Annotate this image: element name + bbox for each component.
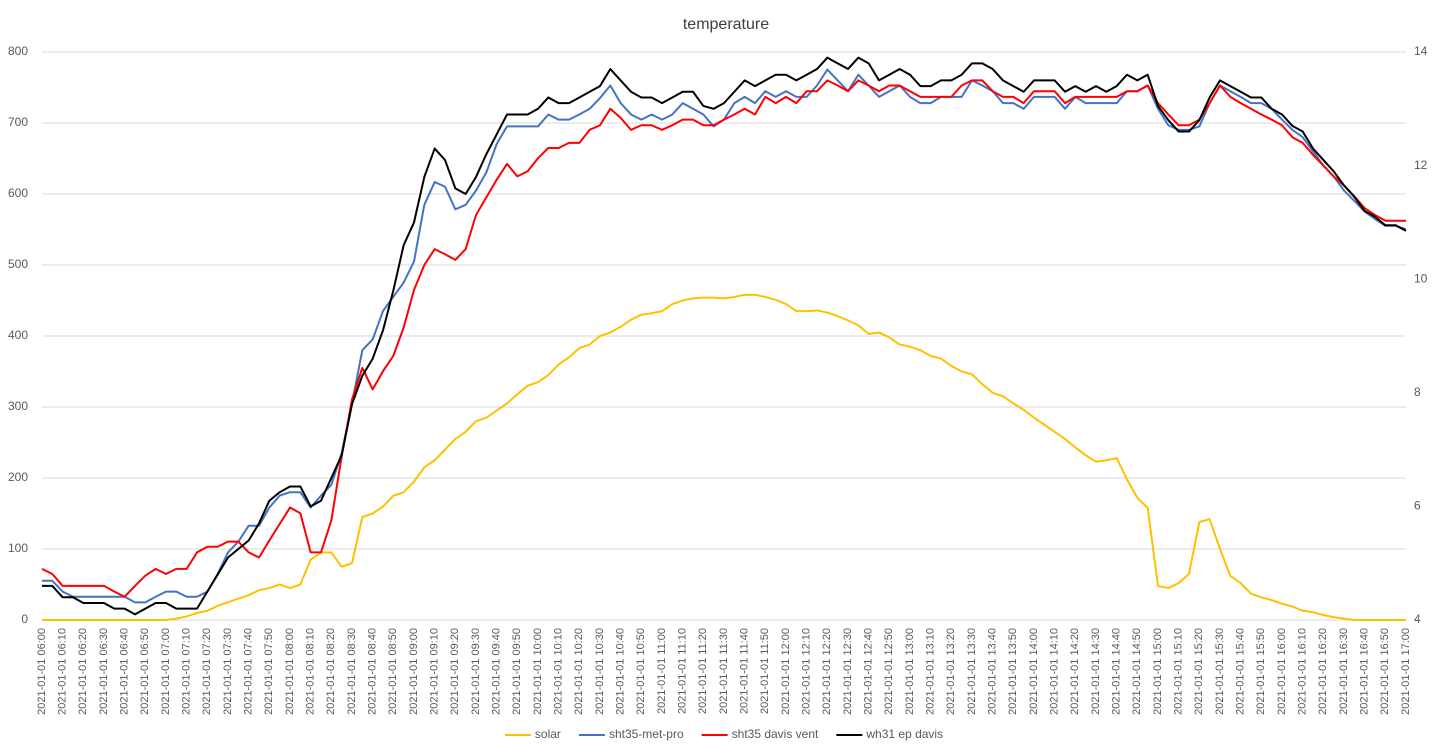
x-tick-label: 2021-01-01 16:30 — [1338, 628, 1350, 715]
y2-tick-label: 6 — [1414, 499, 1421, 513]
legend: solar sht35-met-pro sht35 davis vent wh31 e… — [504, 727, 943, 741]
y2-tick-label: 8 — [1414, 385, 1421, 399]
legend-label: sht35-met-pro — [609, 727, 684, 741]
x-tick-label: 2021-01-01 10:50 — [635, 628, 647, 715]
x-tick-label: 2021-01-01 06:20 — [77, 628, 89, 715]
x-tick-label: 2021-01-01 08:10 — [305, 628, 317, 715]
x-tick-label: 2021-01-01 10:20 — [573, 628, 585, 715]
x-tick-label: 2021-01-01 14:00 — [1028, 628, 1040, 715]
x-tick-label: 2021-01-01 12:00 — [780, 628, 792, 715]
x-tick-label: 2021-01-01 09:40 — [491, 628, 503, 715]
y-tick-label: 300 — [8, 399, 28, 413]
y2-tick-label: 14 — [1414, 44, 1428, 58]
legend-label: solar — [535, 727, 561, 741]
x-tick-label: 2021-01-01 16:40 — [1359, 628, 1371, 715]
x-tick-label: 2021-01-01 06:50 — [139, 628, 151, 715]
x-tick-label: 2021-01-01 08:20 — [325, 628, 337, 715]
x-tick-label: 2021-01-01 12:30 — [842, 628, 854, 715]
x-tick-label: 2021-01-01 10:10 — [553, 628, 565, 715]
legend-item: sht35 davis vent — [701, 727, 819, 741]
y-tick-label: 200 — [8, 470, 28, 484]
x-tick-label: 2021-01-01 14:20 — [1069, 628, 1081, 715]
x-tick-label: 2021-01-01 15:20 — [1193, 628, 1205, 715]
x-tick-label: 2021-01-01 15:30 — [1214, 628, 1226, 715]
legend-item: solar — [504, 727, 561, 741]
series-line — [42, 293, 1406, 621]
x-tick-label: 2021-01-01 06:10 — [57, 628, 69, 715]
x-tick-label: 2021-01-01 15:50 — [1255, 628, 1267, 715]
y-tick-label: 100 — [8, 541, 28, 555]
x-tick-label: 2021-01-01 13:10 — [925, 628, 937, 715]
x-tick-label: 2021-01-01 17:00 — [1400, 628, 1412, 715]
legend-item: wh31 ep davis — [836, 727, 943, 741]
x-tick-label: 2021-01-01 13:20 — [945, 628, 957, 715]
y-tick-label: 0 — [21, 612, 28, 626]
y-tick-label: 400 — [8, 328, 28, 342]
x-tick-label: 2021-01-01 13:40 — [987, 628, 999, 715]
x-tick-label: 2021-01-01 13:30 — [966, 628, 978, 715]
x-tick-label: 2021-01-01 08:30 — [346, 628, 358, 715]
x-tick-label: 2021-01-01 11:20 — [697, 628, 709, 714]
x-tick-label: 2021-01-01 14:30 — [1090, 628, 1102, 715]
x-tick-label: 2021-01-01 13:00 — [904, 628, 916, 715]
x-tick-label: 2021-01-01 15:40 — [1235, 628, 1247, 715]
x-tick-label: 2021-01-01 10:40 — [615, 628, 627, 715]
x-tick-label: 2021-01-01 06:40 — [119, 628, 131, 715]
x-tick-label: 2021-01-01 16:50 — [1379, 628, 1391, 715]
x-tick-label: 2021-01-01 11:40 — [739, 628, 751, 714]
x-tick-label: 2021-01-01 16:10 — [1297, 628, 1309, 715]
x-tick-label: 2021-01-01 12:50 — [883, 628, 895, 715]
x-tick-label: 2021-01-01 11:10 — [677, 628, 689, 714]
x-tick-label: 2021-01-01 15:10 — [1173, 628, 1185, 715]
x-tick-label: 2021-01-01 06:00 — [36, 628, 48, 715]
x-tick-label: 2021-01-01 12:40 — [863, 628, 875, 715]
legend-label: wh31 ep davis — [865, 727, 943, 741]
y-tick-label: 600 — [8, 186, 28, 200]
x-tick-label: 2021-01-01 09:20 — [449, 628, 461, 715]
y-tick-label: 700 — [8, 115, 28, 129]
y2-tick-label: 10 — [1414, 271, 1428, 285]
x-tick-label: 2021-01-01 08:40 — [367, 628, 379, 715]
y-tick-label: 500 — [8, 257, 28, 271]
x-tick-label: 2021-01-01 07:40 — [243, 628, 255, 715]
x-tick-label: 2021-01-01 08:00 — [284, 628, 296, 715]
x-tick-label: 2021-01-01 09:00 — [408, 628, 420, 715]
x-tick-label: 2021-01-01 06:30 — [98, 628, 110, 715]
x-tick-label: 2021-01-01 15:00 — [1152, 628, 1164, 715]
x-tick-label: 2021-01-01 13:50 — [1007, 628, 1019, 715]
series-line — [42, 56, 1407, 616]
chart-title: temperature — [683, 16, 769, 33]
x-tick-label: 2021-01-01 07:50 — [263, 628, 275, 715]
x-tick-label: 2021-01-01 12:20 — [821, 628, 833, 715]
x-tick-label: 2021-01-01 16:00 — [1276, 628, 1288, 715]
x-tick-label: 2021-01-01 14:50 — [1131, 628, 1143, 715]
x-tick-label: 2021-01-01 07:20 — [201, 628, 213, 715]
x-tick-label: 2021-01-01 09:10 — [429, 628, 441, 715]
y2-tick-label: 4 — [1414, 612, 1421, 626]
x-tick-label: 2021-01-01 07:30 — [222, 628, 234, 715]
x-tick-label: 2021-01-01 07:10 — [181, 628, 193, 715]
x-tick-label: 2021-01-01 09:50 — [511, 628, 523, 715]
x-tick-label: 2021-01-01 11:50 — [759, 628, 771, 714]
x-tick-label: 2021-01-01 11:30 — [718, 628, 730, 714]
x-tick-label: 2021-01-01 09:30 — [470, 628, 482, 715]
x-tick-label: 2021-01-01 08:50 — [387, 628, 399, 715]
legend-label: sht35 davis vent — [732, 727, 819, 741]
y-tick-label: 800 — [8, 44, 28, 58]
x-tick-label: 2021-01-01 11:00 — [656, 628, 668, 714]
series-line — [41, 79, 1406, 598]
x-tick-label: 2021-01-01 10:00 — [532, 628, 544, 715]
x-tick-label: 2021-01-01 14:40 — [1111, 628, 1123, 715]
x-tick-label: 2021-01-01 14:10 — [1049, 628, 1061, 715]
y2-tick-label: 12 — [1414, 158, 1428, 172]
x-tick-label: 2021-01-01 10:30 — [594, 628, 606, 715]
legend-item: sht35-met-pro — [578, 727, 684, 741]
x-tick-label: 2021-01-01 16:20 — [1317, 628, 1329, 715]
x-tick-label: 2021-01-01 12:10 — [801, 628, 813, 715]
x-tick-label: 2021-01-01 07:00 — [160, 628, 172, 715]
